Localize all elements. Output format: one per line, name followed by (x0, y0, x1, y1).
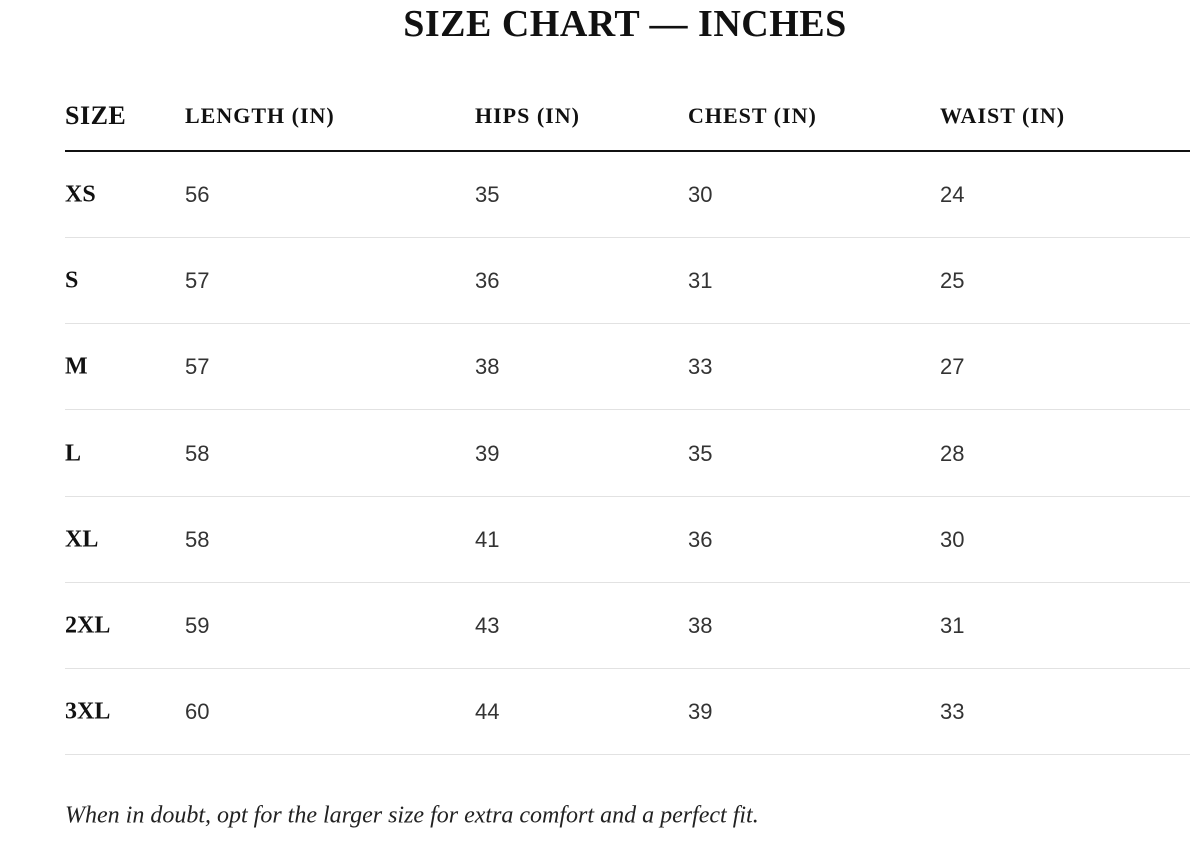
size-label: XL (65, 526, 99, 553)
cell-value: 58 (185, 440, 210, 466)
row-divider (65, 496, 1190, 497)
cell-value: 28 (940, 440, 965, 466)
title: SIZE CHART — INCHES (403, 3, 847, 45)
cell-value: 36 (475, 268, 500, 294)
size-label: XS (65, 181, 96, 208)
column-header: CHEST (IN) (688, 103, 817, 128)
cell-value: 58 (185, 526, 210, 552)
cell-value: 33 (940, 699, 965, 725)
cell-value: 44 (475, 699, 500, 725)
cell-value: 39 (688, 699, 713, 725)
row-divider (65, 409, 1190, 410)
cell-value: 59 (185, 613, 210, 638)
cell-value: 27 (940, 354, 965, 380)
column-header: WAIST (IN) (940, 103, 1066, 128)
column-header: HIPS (IN) (475, 103, 580, 128)
row-divider (65, 323, 1190, 324)
row-divider (65, 582, 1190, 583)
cell-value: 60 (185, 699, 210, 725)
cell-value: 36 (688, 526, 713, 552)
size-label: L (65, 440, 82, 467)
column-header: SIZE (65, 101, 127, 130)
cell-value: 56 (185, 182, 210, 207)
cell-value: 41 (475, 526, 500, 552)
cell-value: 38 (688, 613, 713, 638)
column-header: LENGTH (IN) (185, 103, 335, 128)
cell-value: 24 (940, 182, 965, 207)
note: When in doubt, opt for the larger size f… (65, 802, 759, 829)
cell-value: 35 (475, 182, 500, 207)
size-label: M (65, 353, 88, 380)
cell-value: 30 (688, 182, 713, 207)
size-label: 3XL (65, 698, 111, 725)
cell-value: 43 (475, 613, 500, 638)
cell-value: 30 (940, 526, 965, 552)
cell-value: 31 (688, 268, 713, 294)
cell-value: 35 (688, 440, 713, 466)
row-divider (65, 237, 1190, 238)
row-divider (65, 668, 1190, 669)
row-divider (65, 754, 1190, 755)
cell-value: 33 (688, 354, 713, 380)
cell-value: 39 (475, 440, 500, 466)
header-rule (65, 150, 1190, 152)
cell-value: 57 (185, 268, 210, 294)
size-label: S (65, 267, 79, 294)
size-label: 2XL (65, 612, 111, 639)
cell-value: 25 (940, 268, 965, 294)
cell-value: 57 (185, 354, 210, 380)
cell-value: 38 (475, 354, 500, 380)
cell-value: 31 (940, 613, 965, 638)
